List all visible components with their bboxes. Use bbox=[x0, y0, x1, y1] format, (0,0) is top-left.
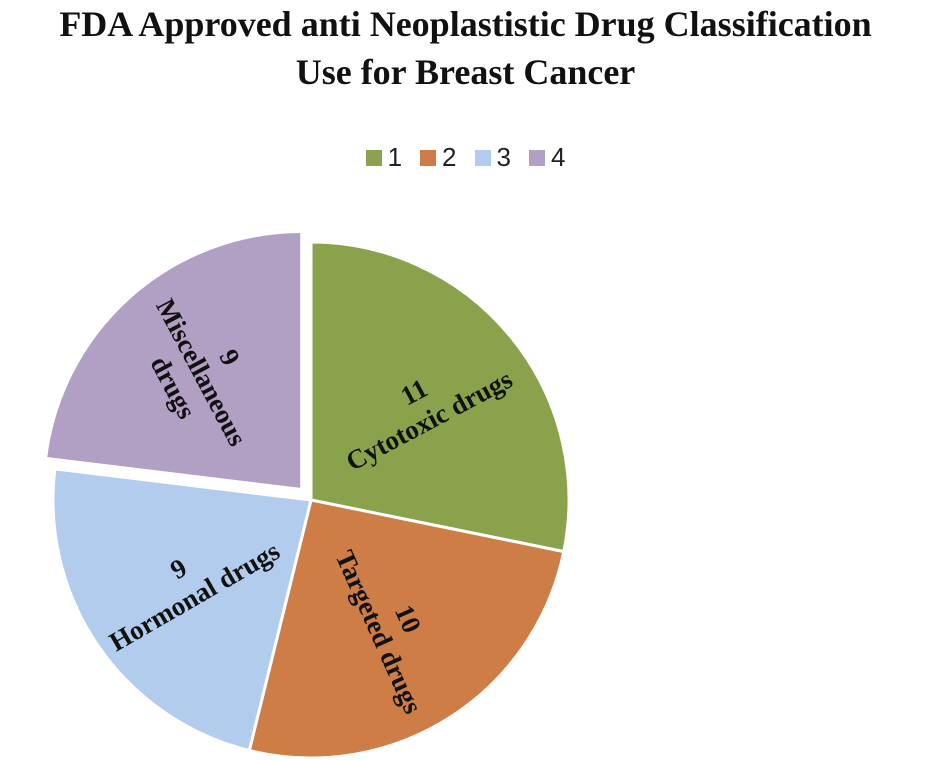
legend-swatch-3 bbox=[474, 149, 491, 166]
legend-label-3: 3 bbox=[496, 142, 511, 172]
chart-title-line-1: FDA Approved anti Neoplastistic Drug Cla… bbox=[59, 4, 872, 44]
legend-label-1: 1 bbox=[387, 142, 403, 172]
legend-swatch-2 bbox=[420, 149, 437, 166]
pie-slice-hormonal-drugs bbox=[51, 467, 313, 753]
pie-slice-miscellaneous-drugs bbox=[43, 230, 304, 492]
legend-item-3: 3 bbox=[474, 142, 511, 173]
legend-item-4: 4 bbox=[528, 142, 566, 173]
legend-label-2: 2 bbox=[442, 142, 457, 172]
legend-label-4: 4 bbox=[550, 142, 566, 172]
legend-swatch-4 bbox=[528, 149, 545, 166]
chart-title-line-2: Use for Breast Cancer bbox=[295, 52, 636, 92]
chart-legend: 1 2 3 4 bbox=[0, 142, 931, 173]
pie-slice-targeted-drugs bbox=[247, 498, 566, 760]
pie-slice-cytotoxic-drugs bbox=[309, 240, 571, 554]
legend-item-1: 1 bbox=[365, 142, 403, 173]
legend-item-2: 2 bbox=[420, 142, 457, 173]
legend-swatch-1 bbox=[365, 149, 382, 166]
